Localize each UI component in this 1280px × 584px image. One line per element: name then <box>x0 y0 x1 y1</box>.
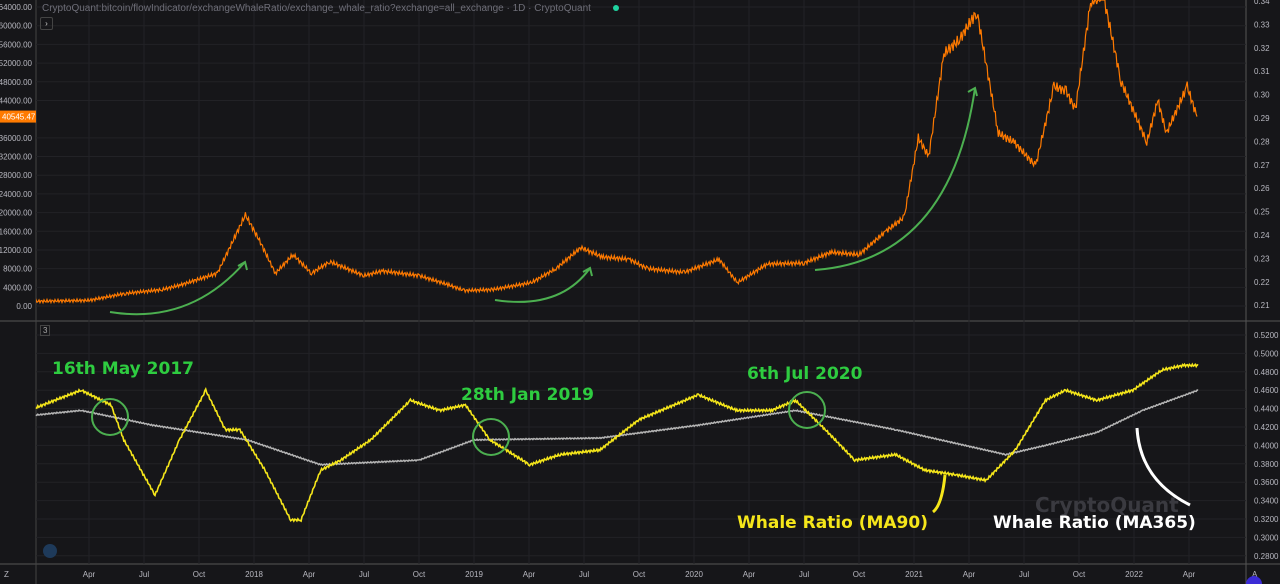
right-tick-label: 0.3600 <box>1254 478 1279 487</box>
right-tick-label: 0.5200 <box>1254 331 1279 340</box>
right-tick-label: 0.3800 <box>1254 460 1279 469</box>
x-tick-label: Apr <box>83 570 96 579</box>
right-tick-label: 0.3200 <box>1254 515 1279 524</box>
price-line <box>36 0 1198 305</box>
x-tick-label: Oct <box>193 570 206 579</box>
ma365-legend-label: Whale Ratio (MA365) <box>993 513 1196 533</box>
right-tick-label: 0.29 <box>1254 114 1270 123</box>
x-tick-label: Oct <box>413 570 426 579</box>
left-tick-label: 12000.00 <box>0 246 33 255</box>
left-tick-label: 32000.00 <box>0 153 33 162</box>
x-tick-label: 2021 <box>905 570 923 579</box>
right-tick-label: 0.31 <box>1254 67 1270 76</box>
x-tick-label: 2018 <box>245 570 263 579</box>
annotation-circle <box>788 391 826 429</box>
left-tick-label: 48000.00 <box>0 78 33 87</box>
right-tick-label: 0.26 <box>1254 184 1270 193</box>
trend-arrow <box>109 261 246 316</box>
right-tick-label: 0.30 <box>1254 91 1270 100</box>
ma365-pointer <box>1135 427 1191 507</box>
right-tick-label: 0.4200 <box>1254 423 1279 432</box>
left-tick-label: 24000.00 <box>0 190 33 199</box>
left-tick-label: 20000.00 <box>0 209 33 218</box>
right-tick-label: 0.4400 <box>1254 405 1279 414</box>
right-tick-label: 0.23 <box>1254 254 1270 263</box>
x-tick-label: Apr <box>523 570 536 579</box>
x-tick-label: Apr <box>303 570 316 579</box>
x-tick-label: 2020 <box>685 570 703 579</box>
ma90-legend-label: Whale Ratio (MA90) <box>737 513 928 533</box>
right-tick-label: 0.32 <box>1254 44 1270 53</box>
right-tick-label: 0.34 <box>1254 0 1270 6</box>
right-tick-label: 0.5000 <box>1254 349 1279 358</box>
trend-arrow <box>494 267 591 303</box>
left-tick-label: 64000.00 <box>0 3 33 12</box>
x-tick-label: Apr <box>963 570 976 579</box>
left-tick-label: 52000.00 <box>0 59 33 68</box>
left-tick-label: 28000.00 <box>0 171 33 180</box>
scroll-button <box>1246 576 1262 584</box>
left-tick-label: 60000.00 <box>0 22 33 31</box>
right-tick-label: 0.4800 <box>1254 368 1279 377</box>
x-tick-label: Oct <box>1073 570 1086 579</box>
last-price-label: 40545.47 <box>2 113 36 122</box>
ma90-pointer <box>931 474 947 514</box>
right-tick-label: 0.24 <box>1254 231 1270 240</box>
right-tick-label: 0.2800 <box>1254 552 1279 561</box>
right-tick-label: 0.28 <box>1254 137 1270 146</box>
status-dot <box>613 5 619 11</box>
auto-scale-button: A <box>1252 570 1258 579</box>
x-tick-label: Jul <box>799 570 809 579</box>
arrow-head-icon <box>237 260 248 271</box>
expand-legend-button[interactable]: › <box>40 17 53 30</box>
annotation-label: 16th May 2017 <box>52 359 194 379</box>
arrow-head-icon <box>582 266 593 277</box>
x-tick-label: Oct <box>853 570 866 579</box>
ma90-line <box>35 362 1199 523</box>
corner-label: Z <box>4 570 9 579</box>
pane2-legend-toggle[interactable]: 3 <box>40 325 51 336</box>
x-tick-label: 2022 <box>1125 570 1143 579</box>
annotation-circle <box>472 418 510 456</box>
right-tick-label: 0.25 <box>1254 208 1270 217</box>
x-tick-label: Jul <box>359 570 369 579</box>
left-tick-label: 56000.00 <box>0 40 33 49</box>
arrow-head-icon <box>967 86 978 97</box>
left-tick-label: 8000.00 <box>3 265 32 274</box>
right-tick-label: 0.3400 <box>1254 497 1279 506</box>
right-tick-label: 0.22 <box>1254 278 1270 287</box>
x-tick-label: Oct <box>633 570 646 579</box>
x-tick-label: Jul <box>1019 570 1029 579</box>
right-tick-label: 0.4000 <box>1254 441 1279 450</box>
x-tick-label: 2019 <box>465 570 483 579</box>
x-tick-label: Apr <box>743 570 756 579</box>
left-tick-label: 16000.00 <box>0 227 33 236</box>
right-tick-label: 0.21 <box>1254 301 1270 310</box>
chart-title: CryptoQuant:bitcoin/flowIndicator/exchan… <box>42 3 591 14</box>
right-tick-label: 0.27 <box>1254 161 1270 170</box>
trend-arrow <box>814 87 976 271</box>
left-tick-label: 0.00 <box>16 302 32 311</box>
left-tick-label: 36000.00 <box>0 134 33 143</box>
x-tick-label: Jul <box>139 570 149 579</box>
watermark: CryptoQuant <box>1035 493 1179 517</box>
right-tick-label: 0.4600 <box>1254 386 1279 395</box>
x-tick-label: Jul <box>579 570 589 579</box>
cryptoquant-logo-icon <box>43 544 57 558</box>
x-tick-label: Apr <box>1183 570 1196 579</box>
left-tick-label: 44000.00 <box>0 96 33 105</box>
annotation-circle <box>91 398 129 436</box>
right-tick-label: 0.3000 <box>1254 533 1279 542</box>
annotation-label: 28th Jan 2019 <box>461 385 594 405</box>
last-price-badge <box>0 110 36 123</box>
annotation-label: 6th Jul 2020 <box>747 364 863 384</box>
right-tick-label: 0.33 <box>1254 20 1270 29</box>
left-tick-label: 4000.00 <box>3 283 32 292</box>
